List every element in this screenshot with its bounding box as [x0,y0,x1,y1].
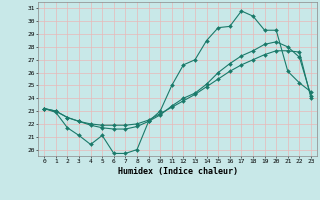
X-axis label: Humidex (Indice chaleur): Humidex (Indice chaleur) [118,167,238,176]
